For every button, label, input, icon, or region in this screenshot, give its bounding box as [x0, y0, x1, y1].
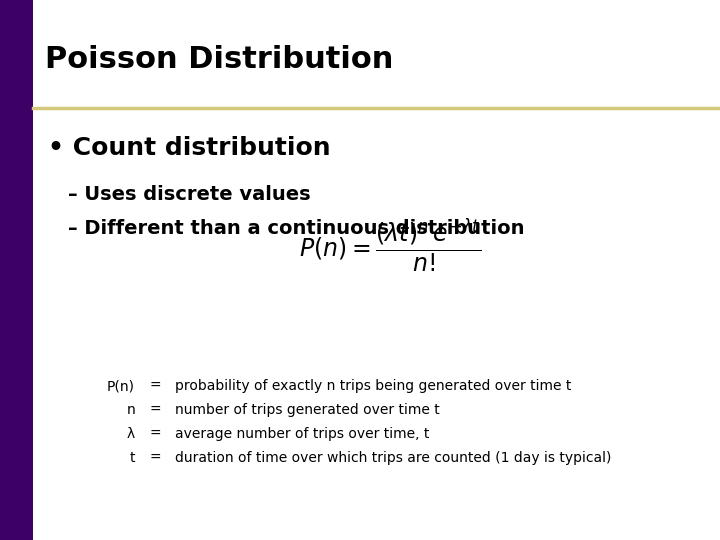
Text: • Count distribution: • Count distribution [48, 136, 330, 160]
Text: duration of time over which trips are counted (1 day is typical): duration of time over which trips are co… [175, 451, 611, 465]
Text: probability of exactly n trips being generated over time t: probability of exactly n trips being gen… [175, 379, 572, 393]
Text: =: = [149, 379, 161, 393]
Bar [0, 0, 33, 540]
Text: n: n [126, 403, 135, 417]
Text: average number of trips over time, t: average number of trips over time, t [175, 427, 429, 441]
Text: t: t [130, 451, 135, 465]
Text: – Different than a continuous distribution: – Different than a continuous distributi… [68, 219, 524, 238]
Text: – Uses discrete values: – Uses discrete values [68, 186, 310, 205]
Text: number of trips generated over time t: number of trips generated over time t [175, 403, 440, 417]
Text: =: = [149, 451, 161, 465]
Text: =: = [149, 427, 161, 441]
Text: $P(n)=\dfrac{(\lambda t)^n \, e^{-\lambda t}}{n!}$: $P(n)=\dfrac{(\lambda t)^n \, e^{-\lambd… [299, 216, 481, 274]
Text: =: = [149, 403, 161, 417]
Text: λ: λ [127, 427, 135, 441]
Text: CEE 320
Spring 2008: CEE 320 Spring 2008 [6, 449, 26, 500]
Text: Poisson Distribution: Poisson Distribution [45, 45, 393, 75]
Text: P(n): P(n) [107, 379, 135, 393]
